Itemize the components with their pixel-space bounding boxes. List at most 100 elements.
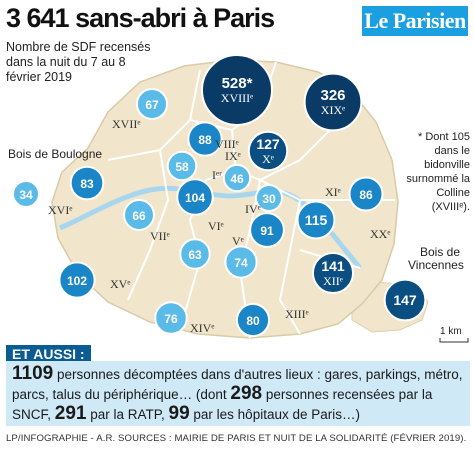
arrondissement-name: XVIᵉ [48, 203, 72, 217]
arrondissement-name: VIIIᵉ [215, 137, 239, 151]
count-bubble: 76 [154, 301, 188, 335]
count-circle [255, 184, 283, 212]
count-circle [222, 163, 252, 193]
count-bubble: 115 [296, 200, 336, 240]
count-circle [249, 212, 285, 248]
count-value: 46 [230, 172, 244, 186]
count-value: 66 [132, 209, 146, 223]
bois-vincennes-label-2: Vincennes [408, 258, 464, 272]
count-value: 147 [393, 292, 417, 308]
sncf-count: 298 [230, 383, 263, 404]
arrondissement-name: Xᵉ [262, 152, 274, 166]
count-bubble: 102 [58, 261, 96, 299]
count-value: 30 [262, 192, 276, 206]
hopitaux-count: 99 [168, 403, 190, 424]
count-circle [296, 200, 336, 240]
arrondissement-name: VIᵉ [208, 219, 224, 233]
count-circle [135, 87, 169, 121]
arrondissement-name: IVᵉ [245, 202, 261, 216]
count-bubble: 83 [69, 165, 105, 201]
count-bubble: 67 [135, 87, 169, 121]
et-aussi-label: ET AUSSI : [6, 345, 91, 363]
count-value: 83 [80, 177, 94, 191]
count-value: 326 [320, 87, 345, 104]
count-value: 102 [67, 274, 87, 288]
sources-credit: LP/INFOGRAPHIE - A.R. SOURCES : MAIRIE D… [6, 433, 467, 444]
bois-vincennes-label-1: Bois de [420, 245, 460, 259]
count-value: 88 [198, 133, 212, 147]
count-circle [303, 72, 363, 132]
count-value: 115 [305, 212, 328, 228]
other-places-count: 1109 [12, 363, 54, 384]
count-value: 528* [222, 75, 253, 92]
arrondissement-name: Iᵉʳ [212, 168, 222, 182]
sncf-text: personnes recensées par la SNCF, [12, 387, 433, 422]
count-circle [154, 301, 188, 335]
scale-bar [439, 338, 469, 343]
count-circle [383, 278, 427, 322]
count-bubble: 104 [176, 178, 214, 216]
count-bubble: 46 [222, 163, 252, 193]
hopitaux-text: par les hôpitaux de Paris…) [189, 407, 360, 422]
arrondissement-name: Vᵉ [232, 234, 244, 248]
count-bubble: 34 [12, 180, 40, 208]
count-circle [247, 130, 289, 172]
count-circle [123, 199, 155, 231]
count-value: 86 [359, 188, 373, 202]
count-value: 141 [321, 258, 345, 274]
ratp-count: 291 [54, 403, 87, 424]
count-circle [311, 251, 355, 295]
arrondissement-name: XXᵉ [370, 227, 390, 241]
count-circle [179, 238, 211, 270]
le-parisien-logo: Le Parisien [362, 6, 468, 36]
count-bubble: 30 [255, 184, 283, 212]
count-value: 76 [164, 312, 178, 326]
arrondissement-name: XIVᵉ [190, 321, 214, 335]
count-bubble: 528*XVIIIᵉ [201, 54, 273, 126]
count-value: 58 [175, 160, 189, 174]
count-bubble: 88 [187, 121, 223, 157]
count-bubble: 80 [235, 302, 271, 338]
footnote: * Dont 105 dans le bidonville surnommé l… [406, 131, 470, 213]
arrondissement-name: XIIIᵉ [285, 307, 309, 321]
count-circle [348, 176, 384, 212]
arrondissement-name: VIIᵉ [150, 229, 170, 243]
bois-boulogne-label: Bois de Boulogne [8, 147, 102, 161]
count-bubble: 74 [224, 245, 258, 279]
scale-label: 1 km [440, 326, 462, 337]
other-places-text: personnes décomptées dans d'autres lieux… [12, 367, 463, 402]
count-value: 127 [256, 136, 280, 152]
count-circle [224, 245, 258, 279]
count-circle [187, 121, 223, 157]
count-bubble: 63 [179, 238, 211, 270]
count-circle [235, 302, 271, 338]
page-title: 3 641 sans-abri à Paris [6, 3, 275, 33]
et-aussi-box: 1109 personnes décomptées dans d'autres … [6, 361, 470, 426]
count-bubble: 58 [166, 150, 198, 182]
count-value: 67 [145, 98, 159, 112]
count-circle [12, 180, 40, 208]
count-bubble: 86 [348, 176, 384, 212]
count-bubble: 91 [249, 212, 285, 248]
count-value: 63 [188, 248, 202, 262]
count-value: 80 [246, 314, 260, 328]
arrondissement-name: IXᵉ [225, 149, 241, 163]
subtitle: Nombre de SDF recensés dans la nuit du 7… [6, 40, 151, 84]
count-circle [69, 165, 105, 201]
count-circle [176, 178, 214, 216]
count-bubble: 66 [123, 199, 155, 231]
count-value: 104 [185, 191, 205, 205]
count-value: 74 [234, 256, 248, 270]
arrondissement-name: XIXᵉ [321, 103, 345, 117]
count-circle [201, 54, 273, 126]
arrondissement-name: XVIIᵉ [112, 117, 140, 131]
arrondissement-name: XIᵉ [325, 185, 341, 199]
count-value: 91 [260, 224, 274, 238]
arrondissement-name: XIIᵉ [323, 274, 343, 288]
count-bubble: 147 [383, 278, 427, 322]
ratp-text: par la RATP, [86, 407, 169, 422]
arrondissement-name: XVIIIᵉ [221, 91, 253, 105]
